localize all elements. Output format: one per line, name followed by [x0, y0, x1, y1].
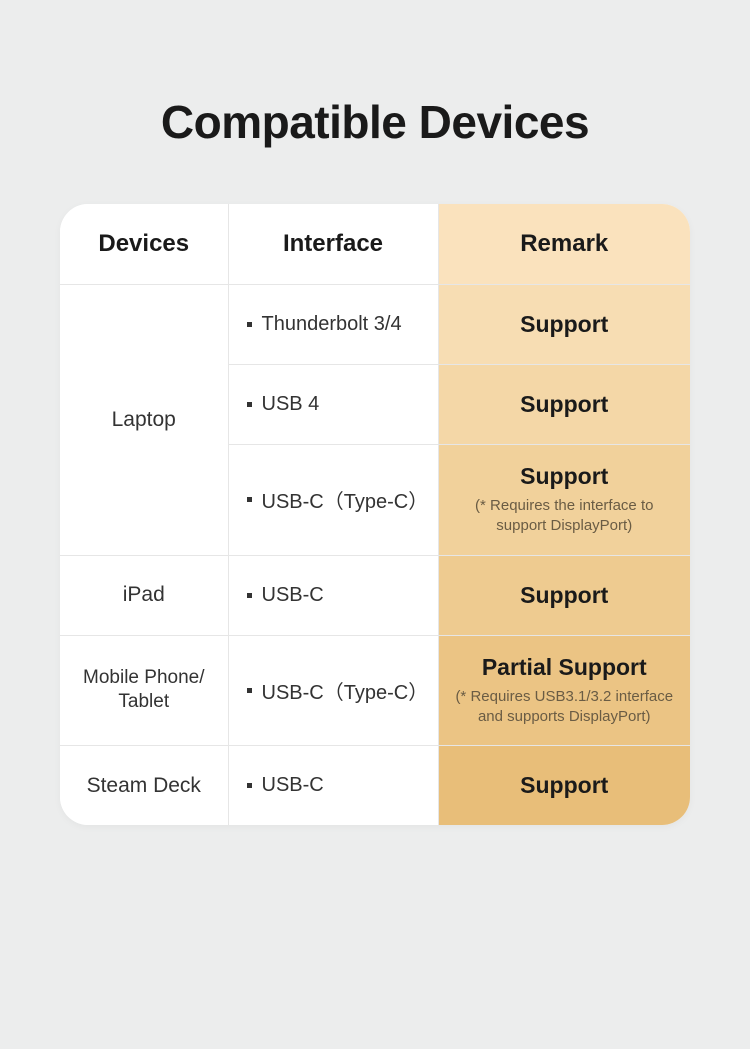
- bullet-icon: [247, 497, 252, 502]
- remark-text: Support: [449, 772, 681, 799]
- page: Compatible Devices Devices Interface Rem…: [0, 0, 750, 1049]
- bullet-icon: [247, 402, 252, 407]
- device-steamdeck: Steam Deck: [60, 746, 228, 826]
- iface-label: Thunderbolt 3/4: [262, 313, 402, 336]
- iface-cell: USB-C: [228, 555, 438, 635]
- remark-cell: Support: [438, 285, 690, 365]
- remark-text: Support: [449, 391, 681, 418]
- iface-row: Thunderbolt 3/4: [247, 313, 424, 336]
- iface-cell: USB-C（Type-C）: [228, 635, 438, 746]
- col-remark: Remark: [438, 204, 690, 285]
- iface-row: USB 4: [247, 393, 424, 416]
- bullet-icon: [247, 322, 252, 327]
- col-interface: Interface: [228, 204, 438, 285]
- device-mobile: Mobile Phone/ Tablet: [60, 635, 228, 746]
- iface-cell: USB 4: [228, 365, 438, 445]
- iface-row: USB-C（Type-C）: [247, 676, 424, 705]
- page-title: Compatible Devices: [161, 95, 589, 149]
- table-row: Mobile Phone/ Tablet USB-C（Type-C） Parti…: [60, 635, 690, 746]
- remark-cell: Support: [438, 746, 690, 826]
- iface-label: USB 4: [262, 393, 320, 416]
- iface-cell: Thunderbolt 3/4: [228, 285, 438, 365]
- iface-label: USB-C（Type-C）: [262, 676, 424, 705]
- iface-row: USB-C（Type-C）: [247, 485, 424, 514]
- remark-cell: Support: [438, 555, 690, 635]
- table-header-row: Devices Interface Remark: [60, 204, 690, 285]
- remark-cell: Support: [438, 365, 690, 445]
- iface-label: USB-C: [262, 774, 324, 797]
- bullet-icon: [247, 593, 252, 598]
- remark-cell: Partial Support (* Requires USB3.1/3.2 i…: [438, 635, 690, 746]
- compat-table: Devices Interface Remark Laptop Thunderb…: [60, 204, 690, 825]
- iface-cell: USB-C: [228, 746, 438, 826]
- iface-label: USB-C（Type-C）: [262, 485, 424, 514]
- remark-text: Support: [449, 582, 681, 609]
- iface-label: USB-C: [262, 584, 324, 607]
- remark-note: (* Requires USB3.1/3.2 interface and sup…: [449, 687, 681, 728]
- device-ipad: iPad: [60, 555, 228, 635]
- table-row: Laptop Thunderbolt 3/4 Support: [60, 285, 690, 365]
- iface-row: USB-C: [247, 584, 424, 607]
- bullet-icon: [247, 783, 252, 788]
- col-devices: Devices: [60, 204, 228, 285]
- remark-text: Support: [449, 311, 681, 338]
- remark-text: Support: [449, 463, 681, 490]
- compat-table-card: Devices Interface Remark Laptop Thunderb…: [60, 204, 690, 825]
- remark-note: (* Requires the interface to support Dis…: [449, 496, 681, 537]
- remark-text: Partial Support: [449, 654, 681, 681]
- table-row: Steam Deck USB-C Support: [60, 746, 690, 826]
- remark-cell: Support (* Requires the interface to sup…: [438, 445, 690, 556]
- iface-cell: USB-C（Type-C）: [228, 445, 438, 556]
- device-laptop: Laptop: [60, 285, 228, 556]
- bullet-icon: [247, 688, 252, 693]
- table-row: iPad USB-C Support: [60, 555, 690, 635]
- iface-row: USB-C: [247, 774, 424, 797]
